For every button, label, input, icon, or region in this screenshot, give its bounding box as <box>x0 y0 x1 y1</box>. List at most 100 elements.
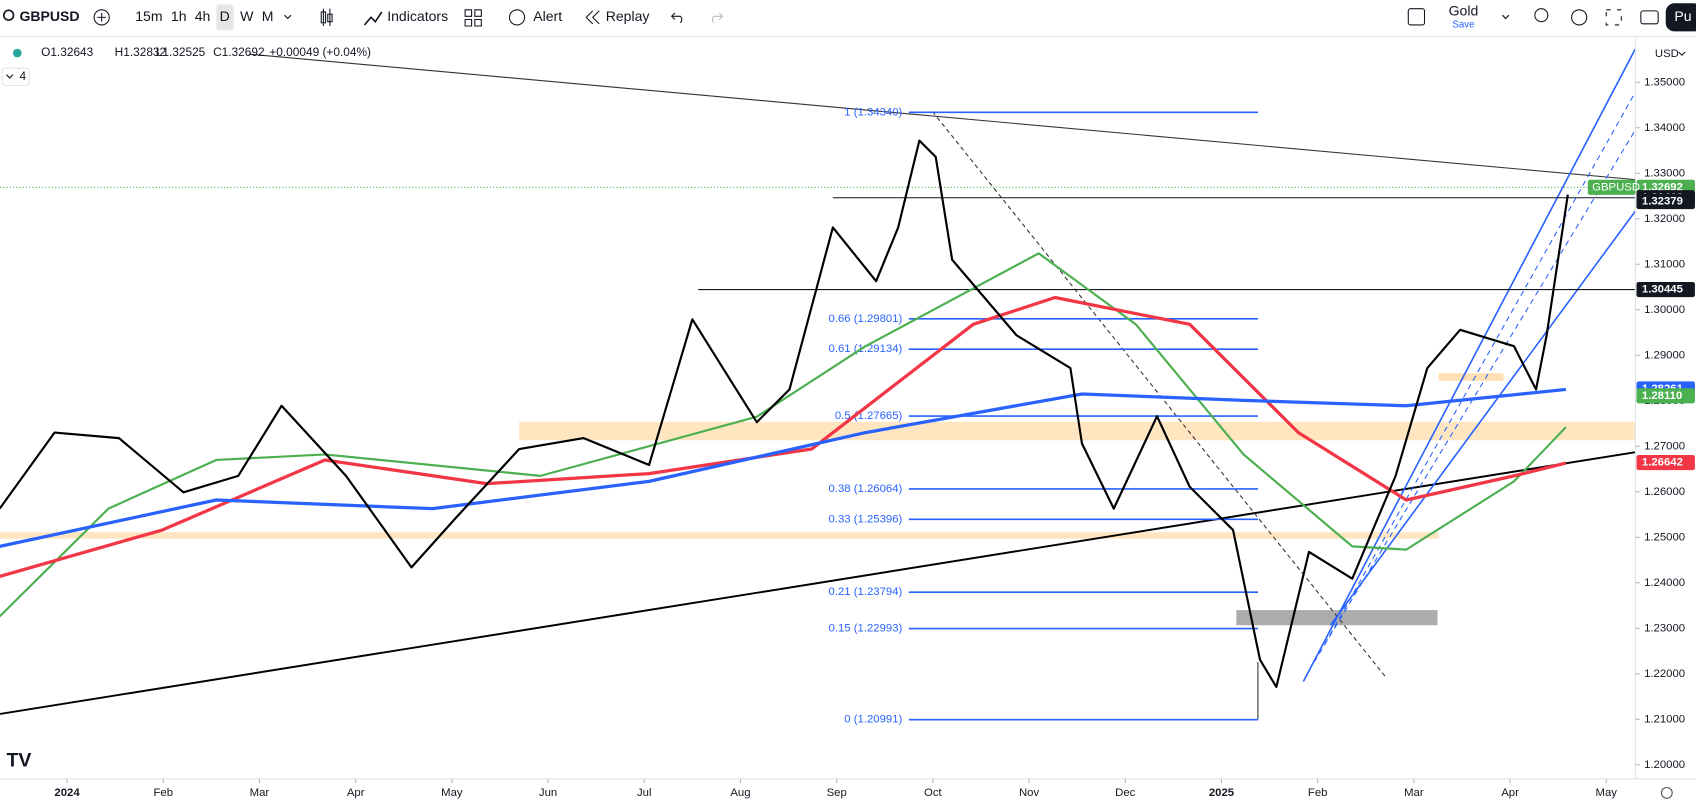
status-dot <box>12 48 22 58</box>
channel <box>1329 210 1637 626</box>
legend-close: C1.32692 <box>213 45 265 59</box>
account[interactable]: Gold <box>1449 3 1479 19</box>
y-tick-label: 1.25000 <box>1644 531 1685 543</box>
publish[interactable]: Pu <box>1674 8 1691 24</box>
settings-icon[interactable] <box>1660 786 1673 799</box>
alert[interactable]: Alert <box>533 8 562 24</box>
caret[interactable] <box>1502 14 1510 20</box>
y-tick-label: 1.21000 <box>1644 713 1685 725</box>
toolbar: GBPUSD 15m 1h 4h D W M Indicators Alert … <box>0 0 1696 37</box>
channel <box>1313 129 1636 663</box>
symbol-badge <box>1587 179 1636 195</box>
redo[interactable] <box>711 12 724 24</box>
y-tick-label: 1.30000 <box>1644 304 1685 316</box>
plus <box>97 13 107 22</box>
trendline <box>0 451 1636 715</box>
y-tick-label: 1.27000 <box>1644 440 1685 452</box>
x-tick-label: Nov <box>1019 787 1040 799</box>
interval[interactable]: 1h <box>171 8 187 24</box>
interval[interactable]: W <box>240 8 254 24</box>
fib-label: 1 (1.34340) <box>844 106 902 118</box>
y-tick-label: 1.31000 <box>1644 258 1685 270</box>
chart-type-icon[interactable] <box>320 8 333 27</box>
fib-label: 0.66 (1.29801) <box>829 313 903 325</box>
y-tick-label: 1.26000 <box>1644 486 1685 498</box>
price-badge <box>1636 388 1695 404</box>
y-tick-label: 1.34000 <box>1644 122 1685 134</box>
trendline <box>248 53 1636 181</box>
symbol[interactable]: GBPUSD <box>19 8 79 24</box>
undo[interactable] <box>670 12 683 24</box>
interval[interactable]: 4h <box>195 8 211 24</box>
x-tick-label: Apr <box>1501 787 1519 799</box>
series-line <box>0 387 1567 548</box>
y-tick-label: 1.20000 <box>1644 759 1685 771</box>
alert-icon <box>508 9 526 26</box>
toolbar-bg <box>0 0 1696 36</box>
search-icon[interactable] <box>1534 8 1549 23</box>
settings-icon[interactable] <box>1571 9 1588 26</box>
add-symbol[interactable] <box>93 9 110 26</box>
fib-label: 0.21 (1.23794) <box>829 586 903 598</box>
snapshot-icon[interactable] <box>1640 10 1659 25</box>
price-badge <box>1636 281 1695 298</box>
fullscreen-icon[interactable] <box>1605 9 1622 26</box>
y-tick-label: 1.32000 <box>1644 213 1685 225</box>
y-tick-label: 1.33000 <box>1644 167 1685 179</box>
y-tick-label: 1.23000 <box>1644 622 1685 634</box>
price-badge-label: 1.28110 <box>1642 390 1682 402</box>
x-tick-label: Feb <box>153 787 173 799</box>
x-tick-label: Feb <box>1308 787 1328 799</box>
interval[interactable]: M <box>262 8 274 24</box>
account-sub[interactable]: Save <box>1452 19 1474 30</box>
fib-label: 0.33 (1.25396) <box>829 513 903 525</box>
x-tick-label: Oct <box>924 787 942 799</box>
zone <box>1438 373 1504 381</box>
x-tick-label: 2025 <box>1209 787 1234 799</box>
fib-label: 0.15 (1.22993) <box>829 623 903 635</box>
legend-high: H1.32832 <box>115 45 167 59</box>
interval[interactable]: 15m <box>135 8 162 24</box>
currency[interactable]: USD <box>1655 48 1679 60</box>
indicators-icon <box>363 11 383 26</box>
price-badge-label: 1.30445 <box>1642 284 1683 296</box>
channel <box>1302 48 1637 682</box>
y-tick-label: 1.24000 <box>1644 577 1685 589</box>
series-line <box>0 295 1567 579</box>
publish-button[interactable] <box>1665 3 1696 32</box>
interval[interactable]: D <box>220 8 230 24</box>
caret <box>1678 51 1686 56</box>
price-badge <box>1636 193 1695 210</box>
legend-open: O1.32643 <box>41 45 94 59</box>
fib-label: 0.38 (1.26064) <box>829 483 903 495</box>
search-icon[interactable] <box>2 9 15 21</box>
x-tick-label: Dec <box>1115 787 1136 799</box>
templates-icon[interactable] <box>464 9 482 27</box>
indicators[interactable]: Indicators <box>387 8 448 24</box>
x-tick-label: Mar <box>1404 787 1424 799</box>
indicator-count[interactable]: 4 <box>19 69 26 83</box>
zone <box>0 532 1439 539</box>
channel <box>1324 91 1636 644</box>
caret <box>6 74 14 79</box>
zone <box>519 421 1636 441</box>
plot: 1 (1.34340) 0.66 (1.29801) 0.61 (1.29134) 0… <box>0 106 1636 726</box>
series-line <box>0 252 1567 618</box>
symbol-badge-label: GBPUSD <box>1592 181 1640 193</box>
replay-icon <box>585 10 600 25</box>
indicator-count-box[interactable] <box>1 67 30 87</box>
layout-icon[interactable] <box>1407 8 1426 26</box>
y-tick-label: 1.22000 <box>1644 668 1685 680</box>
price-badge-label: 1.32379 <box>1642 196 1683 208</box>
x-tick-label: Jul <box>637 787 652 799</box>
x-tick-label: Aug <box>730 787 750 799</box>
caret[interactable] <box>284 14 292 20</box>
x-tick-label: Sep <box>827 787 847 799</box>
replay[interactable]: Replay <box>606 8 650 24</box>
drawings <box>0 48 1637 720</box>
y-tick-label: 1.29000 <box>1644 349 1685 361</box>
series-line <box>0 139 1569 689</box>
price-badge-label: 1.26642 <box>1642 457 1683 469</box>
fib-label: 0.5 (1.27665) <box>835 410 903 422</box>
